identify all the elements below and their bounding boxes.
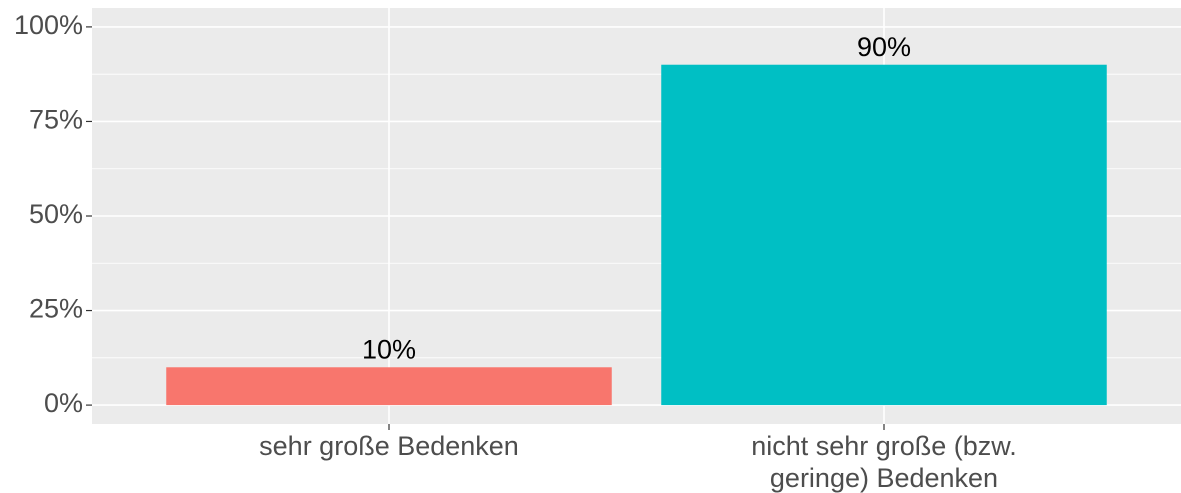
- y-tick-label: 100%: [14, 10, 83, 40]
- y-tick-label: 75%: [29, 105, 83, 135]
- value-label: 10%: [362, 334, 416, 364]
- x-tick-label: sehr große Bedenken: [259, 431, 519, 461]
- value-label: 90%: [857, 32, 911, 62]
- x-tick-label: nicht sehr große (bzw. geringe) Bedenken: [751, 431, 1017, 493]
- bar: [661, 64, 1107, 406]
- y-tick-label: 0%: [44, 388, 83, 418]
- y-tick-label: 50%: [29, 199, 83, 229]
- bar: [166, 367, 612, 406]
- y-tick-label: 25%: [29, 294, 83, 324]
